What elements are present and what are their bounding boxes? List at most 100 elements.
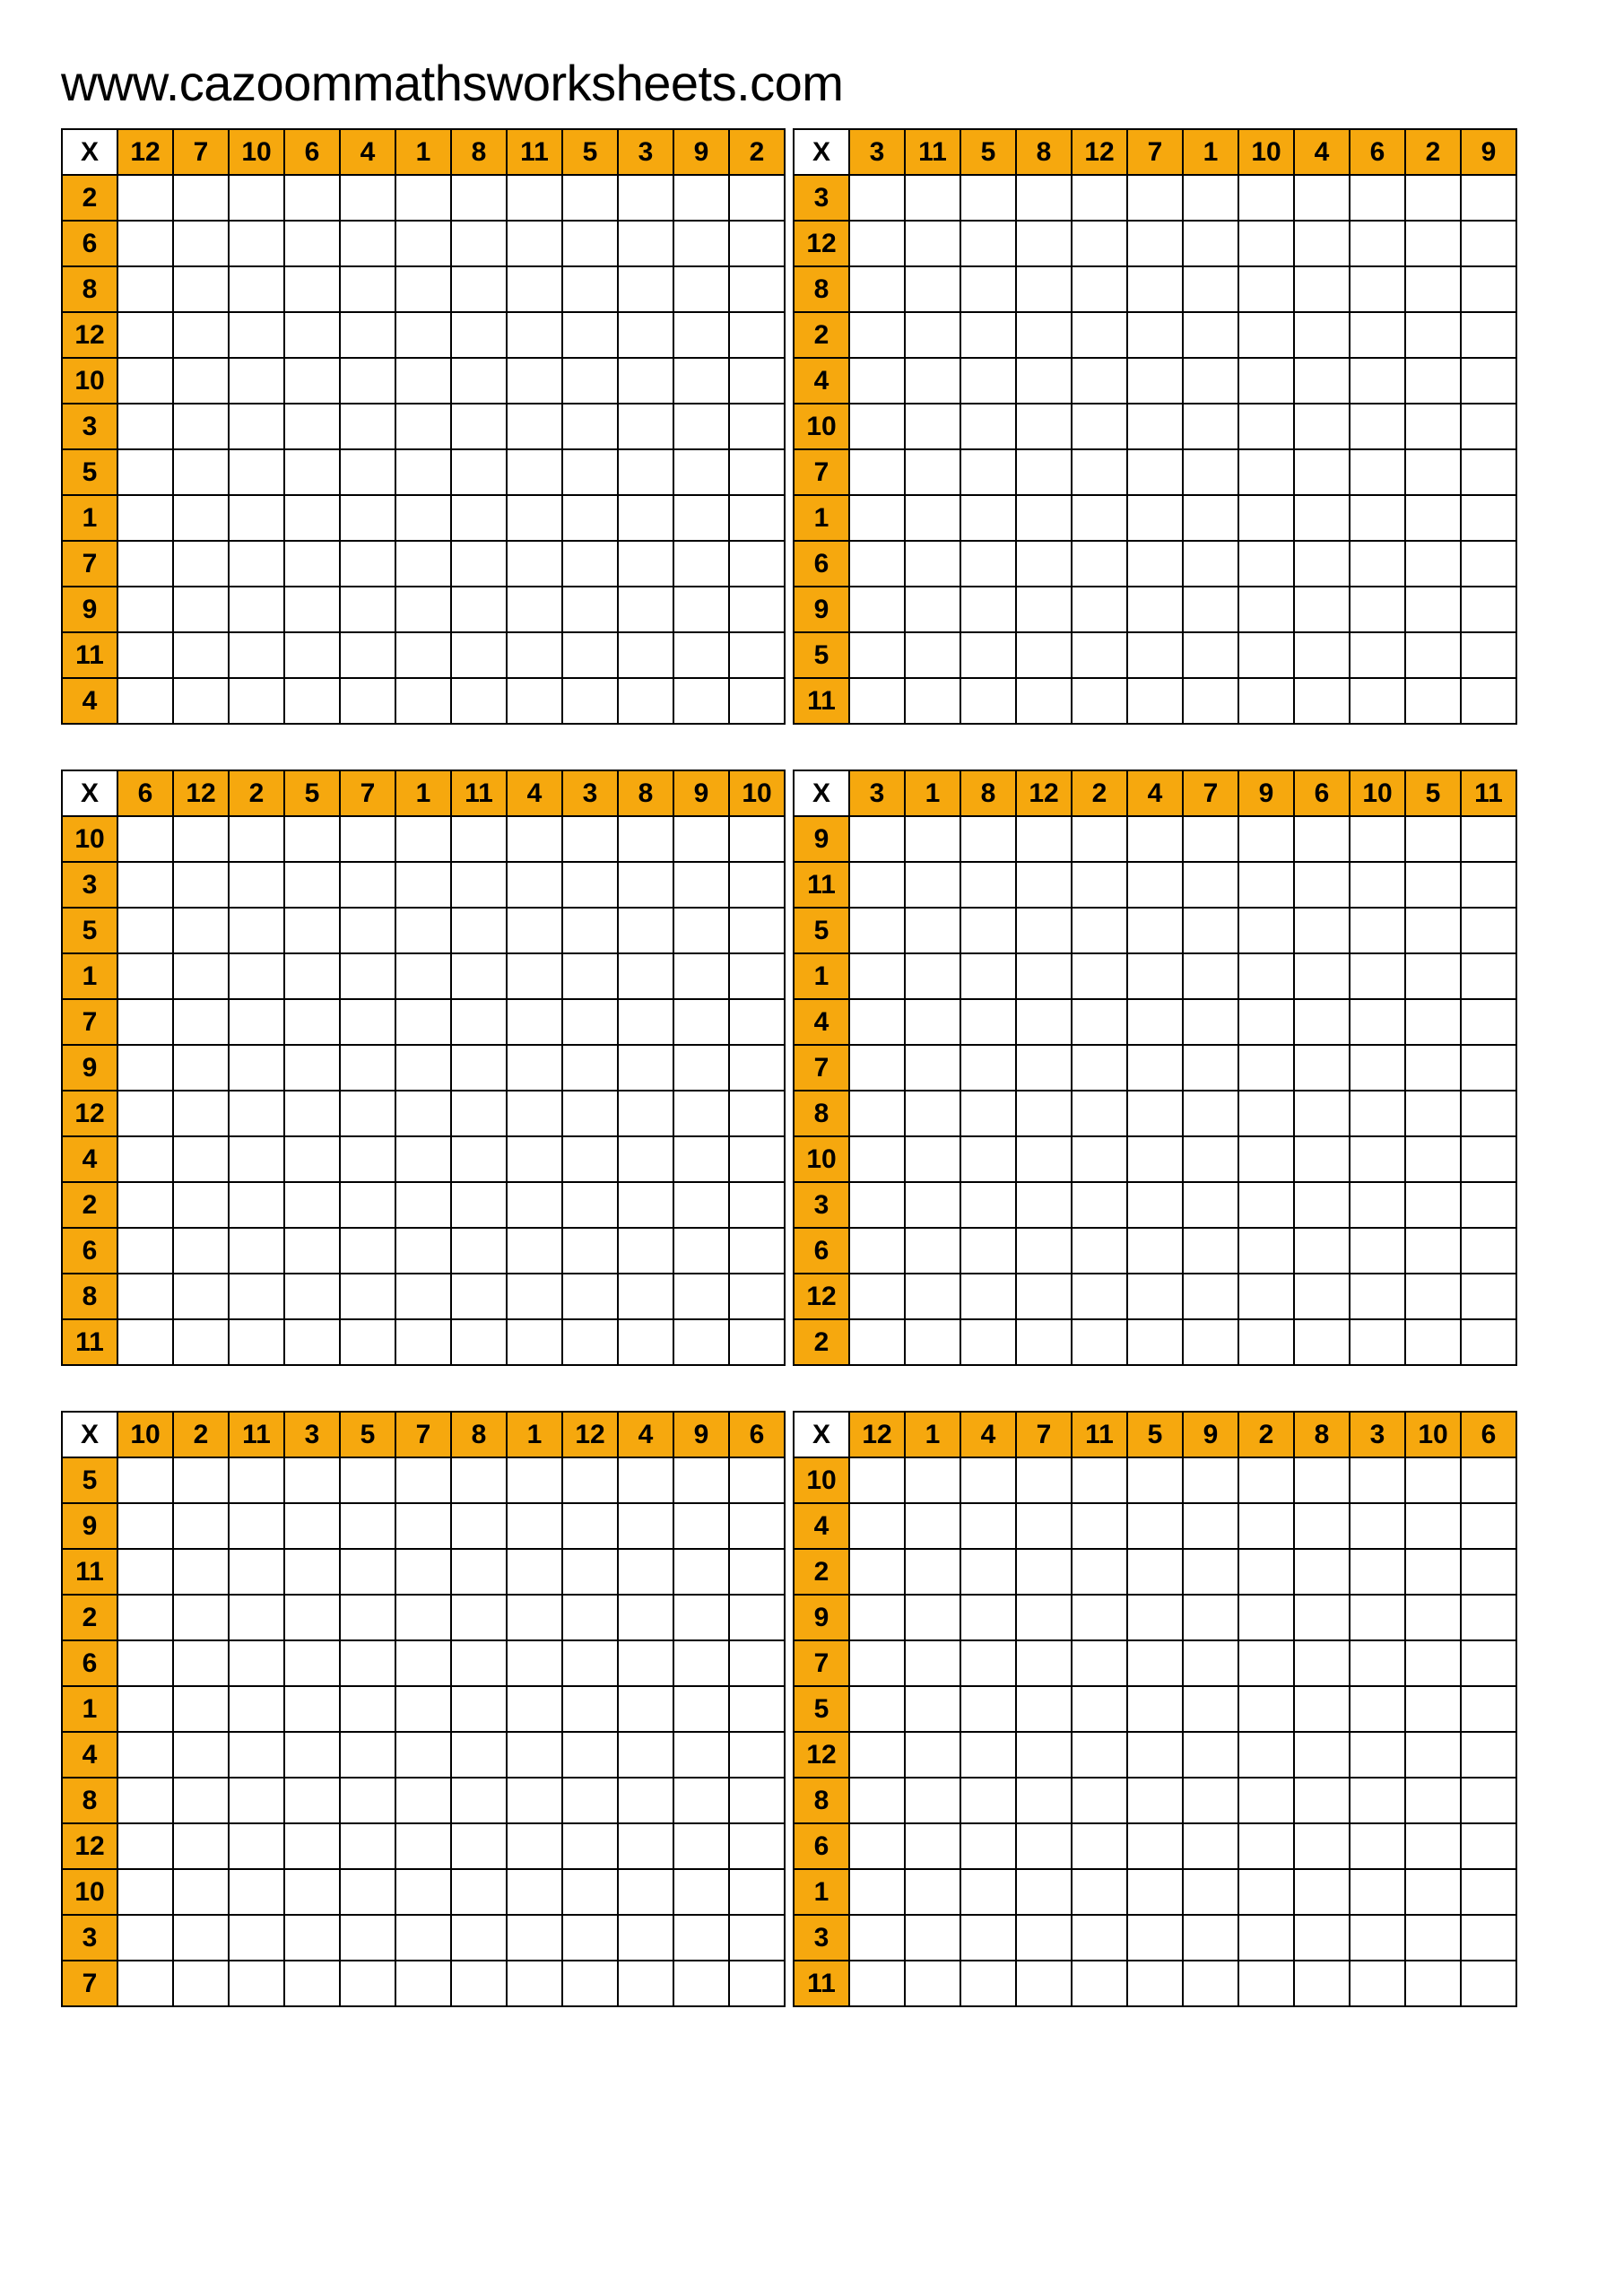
col-header: 8 bbox=[1294, 1412, 1350, 1457]
answer-cell bbox=[1183, 1686, 1238, 1732]
answer-cell bbox=[451, 587, 507, 632]
col-header: 10 bbox=[729, 770, 785, 816]
answer-cell bbox=[618, 1640, 673, 1686]
answer-cell bbox=[729, 1732, 785, 1778]
col-header: 6 bbox=[117, 770, 173, 816]
answer-cell bbox=[1127, 175, 1183, 221]
answer-cell bbox=[1127, 908, 1183, 953]
answer-cell bbox=[905, 1595, 960, 1640]
row-header: 1 bbox=[794, 1869, 849, 1915]
answer-cell bbox=[229, 1915, 284, 1961]
answer-cell bbox=[960, 1503, 1016, 1549]
answer-cell bbox=[1016, 1778, 1072, 1823]
answer-cell bbox=[960, 632, 1016, 678]
answer-cell bbox=[1461, 1549, 1516, 1595]
answer-cell bbox=[229, 449, 284, 495]
answer-cell bbox=[507, 1778, 562, 1823]
row-header: 8 bbox=[794, 266, 849, 312]
answer-cell bbox=[960, 908, 1016, 953]
answer-cell bbox=[507, 1595, 562, 1640]
answer-cell bbox=[173, 541, 229, 587]
row-header: 12 bbox=[62, 1091, 117, 1136]
answer-cell bbox=[173, 495, 229, 541]
col-header: 1 bbox=[507, 1412, 562, 1457]
answer-cell bbox=[905, 449, 960, 495]
answer-cell bbox=[1016, 266, 1072, 312]
answer-cell bbox=[905, 266, 960, 312]
answer-cell bbox=[1294, 1045, 1350, 1091]
answer-cell bbox=[1461, 404, 1516, 449]
answer-cell bbox=[849, 175, 905, 221]
answer-cell bbox=[562, 312, 618, 358]
answer-cell bbox=[395, 1136, 451, 1182]
answer-cell bbox=[1238, 1915, 1294, 1961]
answer-cell bbox=[849, 541, 905, 587]
answer-cell bbox=[1183, 953, 1238, 999]
answer-cell bbox=[1072, 1549, 1127, 1595]
answer-cell bbox=[1350, 1091, 1405, 1136]
answer-cell bbox=[284, 1182, 340, 1228]
row-header: 11 bbox=[62, 1549, 117, 1595]
answer-cell bbox=[229, 816, 284, 862]
answer-cell bbox=[1127, 1915, 1183, 1961]
grid-corner: X bbox=[794, 1412, 849, 1457]
answer-cell bbox=[284, 404, 340, 449]
answer-cell bbox=[1016, 1686, 1072, 1732]
row-header: 5 bbox=[62, 1457, 117, 1503]
answer-cell bbox=[618, 1319, 673, 1365]
answer-cell bbox=[618, 1457, 673, 1503]
answer-cell bbox=[960, 266, 1016, 312]
answer-cell bbox=[451, 1640, 507, 1686]
answer-cell bbox=[117, 404, 173, 449]
answer-cell bbox=[1405, 816, 1461, 862]
answer-cell bbox=[451, 1274, 507, 1319]
row-header: 8 bbox=[794, 1091, 849, 1136]
answer-cell bbox=[905, 541, 960, 587]
answer-cell bbox=[340, 266, 395, 312]
answer-cell bbox=[451, 1595, 507, 1640]
answer-cell bbox=[1127, 1182, 1183, 1228]
grids-row: X127106418115392268121035179114X31158127… bbox=[61, 128, 1563, 725]
answer-cell bbox=[960, 1732, 1016, 1778]
answer-cell bbox=[173, 1686, 229, 1732]
answer-cell bbox=[1127, 1732, 1183, 1778]
row-header: 2 bbox=[62, 1595, 117, 1640]
grids-row: X612257111438910103517912426811X31812247… bbox=[61, 770, 1563, 1366]
answer-cell bbox=[284, 999, 340, 1045]
answer-cell bbox=[729, 862, 785, 908]
answer-cell bbox=[729, 495, 785, 541]
answer-cell bbox=[395, 1732, 451, 1778]
col-header: 3 bbox=[562, 770, 618, 816]
row-header: 10 bbox=[62, 1869, 117, 1915]
answer-cell bbox=[562, 953, 618, 999]
answer-cell bbox=[1072, 678, 1127, 724]
answer-cell bbox=[229, 1503, 284, 1549]
answer-cell bbox=[1016, 953, 1072, 999]
answer-cell bbox=[173, 1182, 229, 1228]
answer-cell bbox=[960, 541, 1016, 587]
answer-cell bbox=[173, 358, 229, 404]
answer-cell bbox=[1461, 953, 1516, 999]
row-header: 1 bbox=[62, 953, 117, 999]
answer-cell bbox=[1238, 862, 1294, 908]
answer-cell bbox=[905, 1732, 960, 1778]
answer-cell bbox=[284, 678, 340, 724]
answer-cell bbox=[1072, 541, 1127, 587]
col-header: 9 bbox=[673, 1412, 729, 1457]
answer-cell bbox=[1461, 1503, 1516, 1549]
answer-cell bbox=[507, 1732, 562, 1778]
answer-cell bbox=[1016, 908, 1072, 953]
answer-cell bbox=[173, 999, 229, 1045]
answer-cell bbox=[618, 1091, 673, 1136]
row-header: 1 bbox=[62, 1686, 117, 1732]
answer-cell bbox=[395, 678, 451, 724]
answer-cell bbox=[729, 1686, 785, 1732]
answer-cell bbox=[1072, 358, 1127, 404]
col-header: 1 bbox=[395, 770, 451, 816]
answer-cell bbox=[1016, 1595, 1072, 1640]
row-header: 4 bbox=[794, 1503, 849, 1549]
answer-cell bbox=[451, 541, 507, 587]
answer-cell bbox=[1072, 587, 1127, 632]
answer-cell bbox=[1405, 541, 1461, 587]
answer-cell bbox=[117, 312, 173, 358]
